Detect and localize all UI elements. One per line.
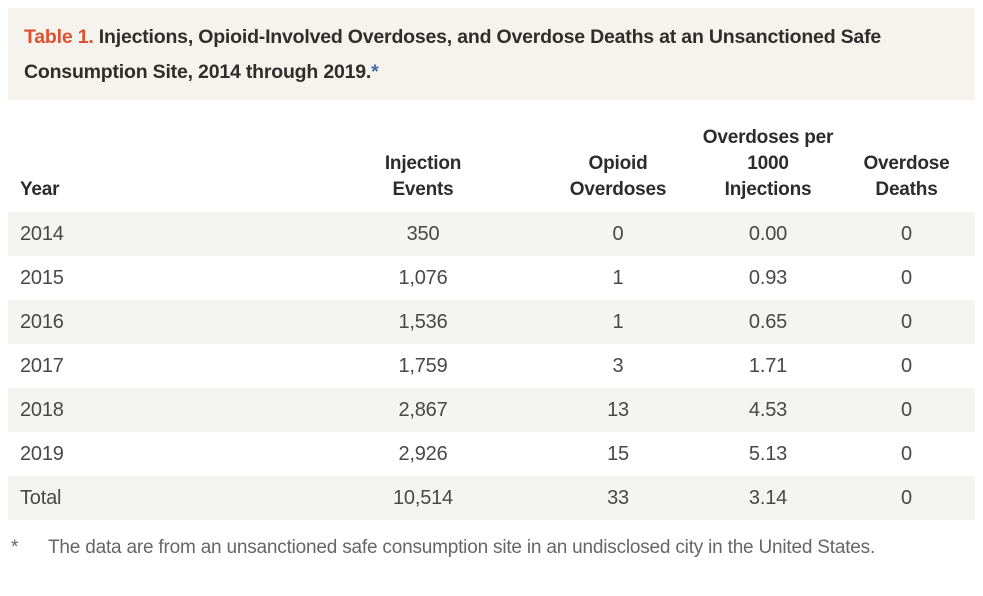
- cell-injection-events: 1,076: [398, 266, 448, 289]
- cell-year: 2019: [20, 442, 64, 465]
- cell-overdoses-per-1000: 3.14: [748, 486, 788, 509]
- col-header-injection-events: Injection Events: [384, 153, 462, 200]
- col-header-overdoses-per-1000: Overdoses per 1000 Injections: [702, 127, 834, 200]
- footnote-text: The data are from an unsanctioned safe c…: [48, 537, 876, 558]
- table-row-total: Total 10,514 33 3.14 0: [8, 476, 975, 520]
- cell-year: 2015: [20, 266, 64, 289]
- cell-injection-events: 2,867: [398, 398, 448, 421]
- cell-overdose-deaths: 0: [901, 354, 912, 377]
- cell-overdoses-per-1000: 4.53: [748, 398, 788, 421]
- cell-opioid-overdoses: 15: [607, 442, 629, 465]
- table-row: 2015 1,076 1 0.93 0: [8, 256, 975, 300]
- table-title: Table 1. Injections, Opioid-Involved Ove…: [8, 8, 975, 100]
- title-footnote-marker-link[interactable]: *: [371, 61, 379, 83]
- cell-opioid-overdoses: 1: [612, 266, 624, 289]
- cell-year: 2017: [20, 354, 64, 377]
- cell-injection-events: 10,514: [393, 486, 453, 509]
- cell-overdoses-per-1000: 0.00: [748, 222, 788, 245]
- cell-total-label: Total: [20, 486, 62, 509]
- cell-overdose-deaths: 0: [901, 442, 912, 465]
- table-title-text: Injections, Opioid-Involved Overdoses, a…: [24, 26, 882, 83]
- cell-opioid-overdoses: 33: [607, 486, 629, 509]
- table-row: 2017 1,759 3 1.71 0: [8, 344, 975, 388]
- data-table: Year Injection Events Opioid Overdoses O…: [8, 100, 975, 520]
- cell-overdoses-per-1000: 0.65: [748, 310, 788, 333]
- cell-overdose-deaths: 0: [901, 486, 912, 509]
- cell-overdoses-per-1000: 5.13: [748, 442, 788, 465]
- cell-year: 2014: [20, 222, 64, 245]
- cell-injection-events: 350: [406, 222, 440, 245]
- cell-overdose-deaths: 0: [901, 222, 912, 245]
- cell-overdoses-per-1000: 1.71: [748, 354, 788, 377]
- cell-year: 2016: [20, 310, 64, 333]
- cell-overdose-deaths: 0: [901, 310, 912, 333]
- cell-opioid-overdoses: 13: [607, 398, 629, 421]
- cell-opioid-overdoses: 0: [612, 222, 624, 245]
- table-header-row: Year Injection Events Opioid Overdoses O…: [8, 100, 975, 212]
- col-header-year: Year: [20, 179, 60, 200]
- cell-opioid-overdoses: 1: [612, 310, 624, 333]
- table-number-label: Table 1.: [24, 26, 94, 48]
- table-row: 2016 1,536 1 0.65 0: [8, 300, 975, 344]
- table-row: 2014 350 0 0.00 0: [8, 212, 975, 256]
- cell-injection-events: 1,536: [398, 310, 448, 333]
- footnote: * The data are from an unsanctioned safe…: [8, 533, 975, 562]
- col-header-opioid-overdoses: Opioid Overdoses: [569, 153, 667, 200]
- cell-overdose-deaths: 0: [901, 398, 912, 421]
- cell-opioid-overdoses: 3: [612, 354, 624, 377]
- table-row: 2018 2,867 13 4.53 0: [8, 388, 975, 432]
- cell-injection-events: 2,926: [398, 442, 448, 465]
- col-header-overdose-deaths: Overdose Deaths: [863, 153, 950, 200]
- cell-overdose-deaths: 0: [901, 266, 912, 289]
- cell-injection-events: 1,759: [398, 354, 448, 377]
- cell-year: 2018: [20, 398, 64, 421]
- cell-overdoses-per-1000: 0.93: [748, 266, 788, 289]
- footnote-marker: *: [11, 537, 19, 558]
- table-row: 2019 2,926 15 5.13 0: [8, 432, 975, 476]
